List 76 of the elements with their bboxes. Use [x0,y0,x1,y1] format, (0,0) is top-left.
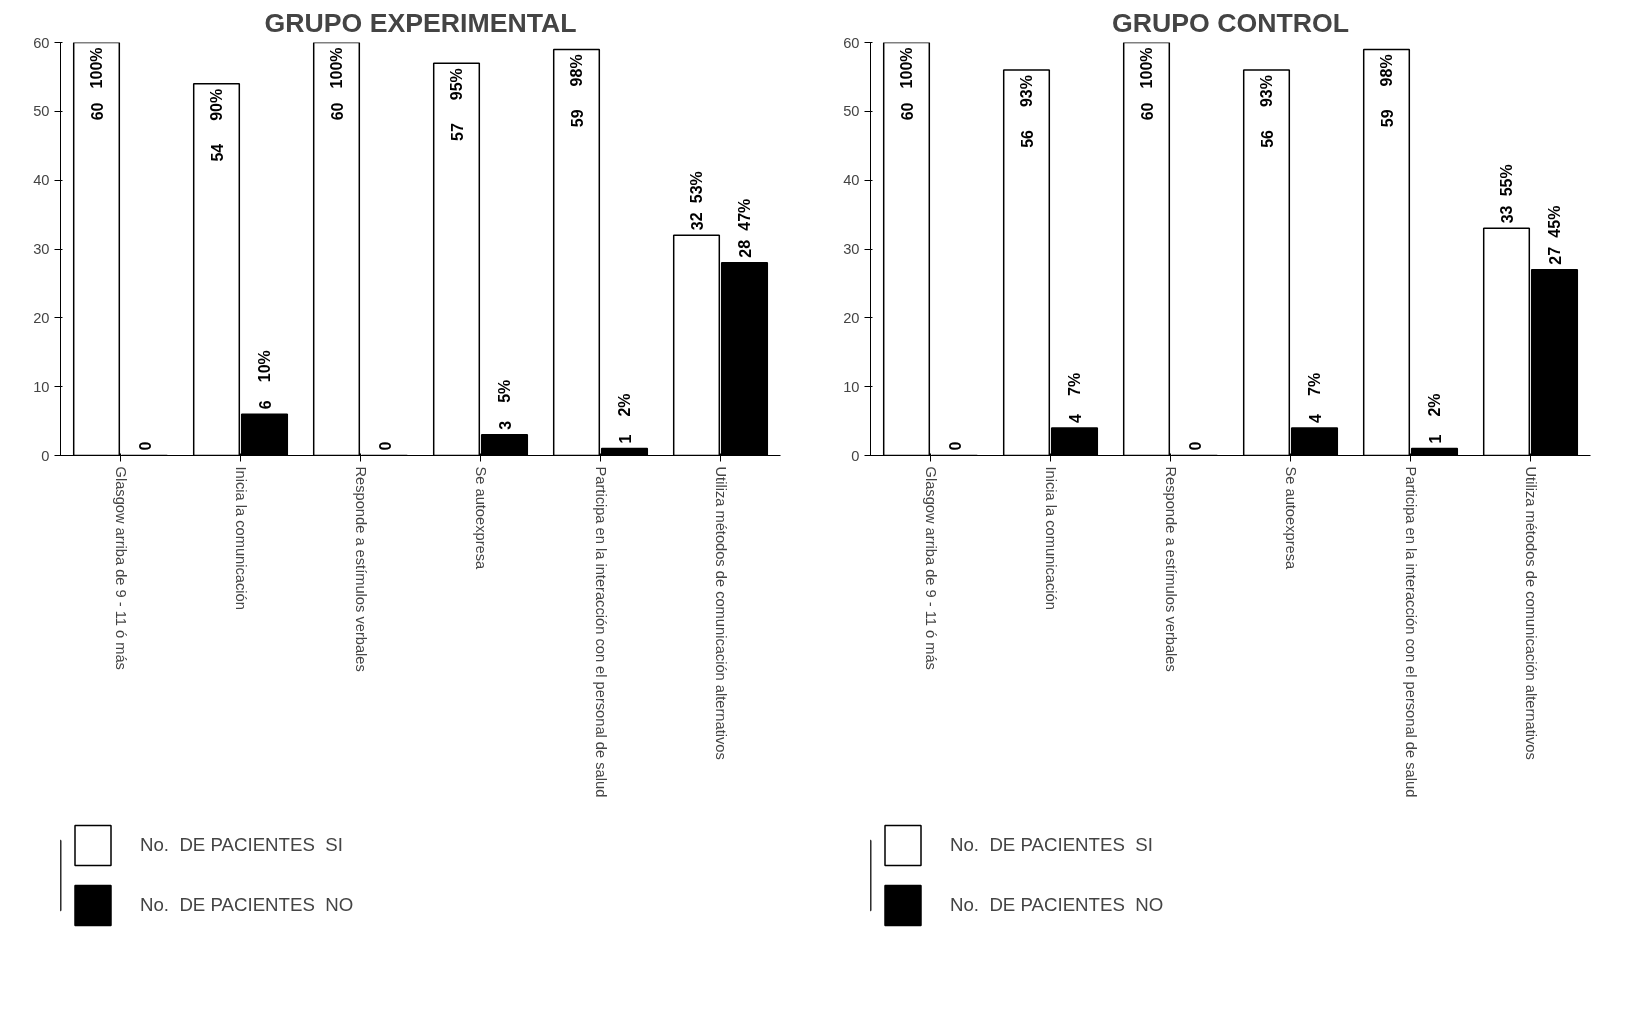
annotation: 93% [1018,75,1035,108]
x-tick-label: Utiliza métodos de comunicación alternativos [712,466,729,760]
annotation: 5% [496,379,513,403]
annotation: 100% [88,47,105,89]
data-label: 0 [376,441,394,451]
y-tick-label: 40 [33,172,50,189]
annotation: 98% [568,54,585,87]
annotation: 53% [688,171,705,204]
legend-label: No. DE PACIENTES SI [950,834,1153,856]
data-label: 0 [1186,441,1204,451]
annotation: 93% [1258,75,1275,108]
data-label: 59 [568,109,586,128]
annotation: 100% [328,47,345,89]
annotation: 98% [1378,54,1395,87]
data-label: 4 [1066,413,1084,423]
data-label: 0 [946,441,964,451]
legend-label: No. DE PACIENTES SI [140,834,343,856]
annotation: 45% [1546,205,1563,238]
data-label: 60 [88,102,106,121]
x-tick-label: Inicia la comunicación [1042,466,1059,610]
x-tick-label: Se autoexpresa [1282,466,1299,571]
y-tick-label: 20 [33,309,50,326]
annotation: 10% [256,350,273,383]
annotation: 2% [616,393,633,417]
data-label: 60 [898,102,916,121]
data-label: 4 [1306,413,1324,423]
data-label: 60 [1138,102,1156,121]
y-tick-label: 20 [843,309,860,326]
y-tick-label: 60 [843,34,860,51]
data-label: 57 [448,123,466,141]
data-label: 28 [736,239,754,258]
data-label: 60 [328,102,346,121]
data-label: 27 [1546,246,1564,265]
y-tick-label: 10 [33,378,50,395]
y-tick-label: 10 [843,378,860,395]
y-tick-label: 50 [843,103,860,120]
y-tick-label: 0 [41,447,50,464]
annotation: 55% [1498,164,1515,197]
x-tick-label: Responde a estímulos verbales [1162,466,1179,672]
annotation: 7% [1306,372,1323,396]
data-label: 1 [1426,434,1444,444]
x-tick-label: Utiliza métodos de comunicación alternativos [1522,466,1539,760]
annotation: 90% [208,88,225,121]
data-label: 54 [208,143,226,162]
data-label: 33 [1498,205,1516,224]
x-tick-label: Participa en la interacción con el personal de salud [592,466,609,798]
data-label: 1 [616,434,634,444]
data-label: 6 [256,400,274,410]
x-tick-label: Glasgow arriba de 9 - 11 ó más [922,466,939,670]
data-label: 0 [136,441,154,451]
chart-title: GRUPO CONTROL [1112,7,1349,38]
x-tick-label: Glasgow arriba de 9 - 11 ó más [112,466,129,670]
annotation: 7% [1066,372,1083,396]
data-label: 3 [496,420,514,430]
data-label: 59 [1378,109,1396,128]
y-tick-label: 40 [843,172,860,189]
y-tick-label: 30 [843,241,860,257]
x-tick-label: Se autoexpresa [472,466,489,571]
y-tick-label: 0 [851,447,860,464]
annotation: 95% [448,68,465,101]
data-label: 32 [688,212,706,231]
y-tick-label: 30 [33,241,50,257]
x-tick-label: Responde a estímulos verbales [352,466,369,672]
annotation: 47% [736,198,753,231]
x-tick-label: Inicia la comunicación [232,466,249,610]
y-tick-label: 60 [33,34,50,51]
data-label: 56 [1258,129,1276,148]
annotation: 2% [1426,393,1443,417]
annotation: 100% [1138,47,1155,89]
y-tick-label: 50 [33,103,50,120]
x-tick-label: Participa en la interacción con el personal de salud [1402,466,1419,798]
legend-label: No. DE PACIENTES NO [950,894,1164,916]
annotation: 100% [898,47,915,89]
chart-title: GRUPO EXPERIMENTAL [264,7,577,38]
legend-label: No. DE PACIENTES NO [140,894,354,916]
data-label: 56 [1018,129,1036,148]
